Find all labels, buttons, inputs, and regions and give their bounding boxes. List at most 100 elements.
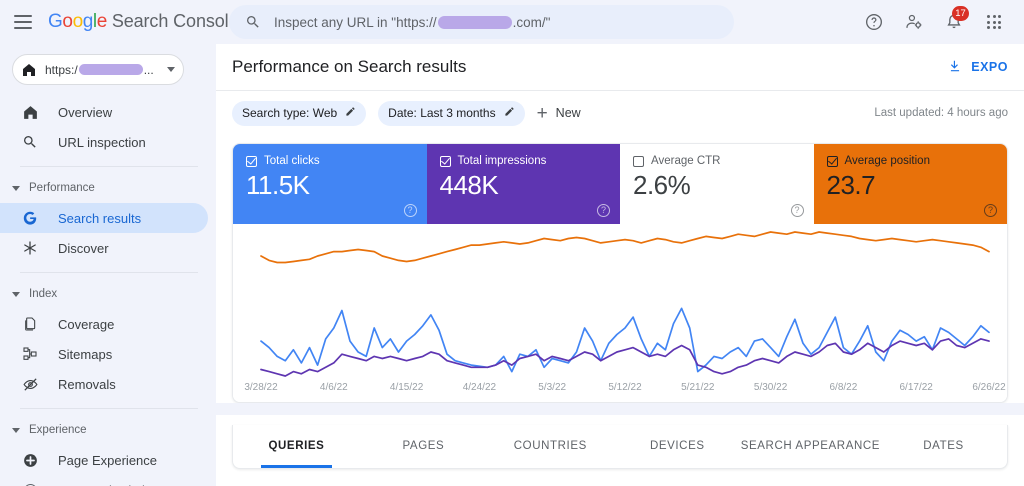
performance-chart[interactable]: 3/28/22 4/6/22 4/15/22 4/24/22 5/3/22 5/12/22… xyxy=(233,224,1007,402)
redaction-bar xyxy=(437,15,512,29)
page-header: Performance on Search results EXPO xyxy=(216,44,1024,90)
help-icon[interactable]: ? xyxy=(597,204,610,217)
help-icon[interactable]: ? xyxy=(984,204,997,217)
sidebar-item-discover[interactable]: Discover xyxy=(0,233,208,263)
export-button[interactable]: EXPO xyxy=(948,59,1008,76)
page-title: Performance on Search results xyxy=(232,57,467,76)
divider xyxy=(20,272,198,273)
home-icon xyxy=(19,60,39,80)
sidebar-item-label: Search results xyxy=(58,210,142,226)
performance-panel: Total clicks 11.5K ? Total impressions 4… xyxy=(232,143,1008,403)
new-filter-button[interactable]: + New xyxy=(537,104,581,123)
tab-dates[interactable]: DATES xyxy=(923,440,964,452)
chart-x-tick: 4/15/22 xyxy=(389,382,424,393)
property-url-suffix: ... xyxy=(143,62,154,77)
metric-card-average-position[interactable]: Average position 23.7 ? xyxy=(813,144,1007,224)
help-icon[interactable]: ? xyxy=(790,204,804,217)
tab-devices[interactable]: DEVICES xyxy=(649,440,705,452)
chart-x-tick: 5/30/22 xyxy=(753,382,788,393)
sidebar-group-label: Index xyxy=(29,288,58,300)
apps-grid-icon[interactable] xyxy=(974,2,1014,42)
property-url-prefix: https:/ xyxy=(45,62,78,77)
tab-queries[interactable]: QUERIES xyxy=(233,425,360,468)
sidebar-group-experience[interactable]: Experience xyxy=(0,418,216,442)
filter-chip-label: Search type: Web xyxy=(242,106,338,120)
sidebar-item-coverage[interactable]: Coverage xyxy=(0,309,208,339)
tab-countries[interactable]: COUNTRIES xyxy=(513,440,587,452)
search-placeholder: Inspect any URL in "https:// .com/" xyxy=(274,15,550,30)
sidebar-item-label: Overview xyxy=(58,104,113,120)
sidebar-item-overview[interactable]: Overview xyxy=(0,97,208,127)
sidebar-group-label: Performance xyxy=(29,182,95,194)
property-selector[interactable]: https:/... xyxy=(12,54,184,85)
filter-chip-search-type[interactable]: Search type: Web xyxy=(232,100,367,126)
metric-card-value: 11.5K xyxy=(246,170,310,200)
sidebar-item-label: Coverage xyxy=(58,316,115,332)
metric-cards: Total clicks 11.5K ? Total impressions 4… xyxy=(233,144,1007,224)
new-filter-label: New xyxy=(555,106,581,120)
sidebar-item-page-experience[interactable]: Page Experience xyxy=(0,445,208,475)
metric-card-average-ctr[interactable]: Average CTR 2.6% ? xyxy=(620,144,814,224)
sidebar-group-performance[interactable]: Performance xyxy=(0,176,216,200)
checkbox-unchecked-icon[interactable] xyxy=(633,155,644,167)
account-settings-icon[interactable] xyxy=(894,2,934,42)
sidebar-item-sitemaps[interactable]: Sitemaps xyxy=(0,339,208,369)
filter-chip-date[interactable]: Date: Last 3 months xyxy=(378,100,525,126)
chart-x-tick: 5/3/22 xyxy=(538,382,567,393)
sidebar-group-index[interactable]: Index xyxy=(0,282,216,306)
sidebar-item-label: Discover xyxy=(58,240,109,256)
sidebar-item-removals[interactable]: Removals xyxy=(0,369,208,399)
checkbox-checked-icon[interactable] xyxy=(439,155,451,167)
chevron-down-icon xyxy=(167,67,175,72)
chart-x-tick: 6/17/22 xyxy=(899,382,933,393)
chart-line-total-clicks xyxy=(260,307,990,373)
dimension-tabs: QUERIES PAGES COUNTRIES DEVICES SEARCH APPEA… xyxy=(233,425,1007,468)
tab-search-appearance[interactable]: SEARCH APPEARANCE xyxy=(740,440,881,452)
divider xyxy=(20,408,198,409)
divider xyxy=(20,166,198,167)
metric-card-total-clicks[interactable]: Total clicks 11.5K ? xyxy=(233,144,427,224)
search-icon xyxy=(245,14,261,30)
sidebar-item-core-web-vitals[interactable]: Core Web Vitals xyxy=(0,475,208,486)
checkbox-checked-icon[interactable] xyxy=(246,155,257,167)
sidebar-item-label: Core Web Vitals xyxy=(58,483,151,486)
help-icon[interactable]: ? xyxy=(403,204,417,217)
hamburger-icon[interactable] xyxy=(14,15,32,29)
metric-card-value: 23.7 xyxy=(826,170,876,200)
sidebar-item-url-inspection[interactable]: URL inspection xyxy=(0,127,208,157)
filter-chip-label: Date: Last 3 months xyxy=(388,106,496,120)
chart-canvas xyxy=(260,231,990,377)
sitemap-icon xyxy=(20,346,40,362)
discover-asterisk-icon xyxy=(20,240,40,256)
url-inspection-search[interactable]: Inspect any URL in "https:// .com/" xyxy=(229,5,734,39)
metric-card-total-impressions[interactable]: Total impressions 448K ? xyxy=(426,144,620,224)
metric-card-label: Total clicks xyxy=(264,155,320,167)
metric-card-value: 448K xyxy=(439,170,499,200)
brand-logo: Google Search Console xyxy=(48,11,239,32)
help-icon[interactable] xyxy=(854,2,894,42)
tab-pages[interactable]: PAGES xyxy=(402,440,445,452)
page-experience-icon xyxy=(20,452,40,469)
download-icon xyxy=(948,59,962,76)
chart-x-tick: 4/24/22 xyxy=(462,382,497,393)
checkbox-checked-icon[interactable] xyxy=(826,155,838,167)
chart-x-tick: 6/26/22 xyxy=(972,382,1006,393)
home-icon xyxy=(20,104,40,121)
search-placeholder-prefix: Inspect any URL in "https:// xyxy=(274,14,437,30)
sidebar-item-search-results[interactable]: Search results xyxy=(0,203,208,233)
metric-card-header: Average position xyxy=(826,155,995,167)
chart-line-average-position xyxy=(260,231,990,264)
metric-card-header: Average CTR xyxy=(633,155,801,167)
dimension-tabs-panel: QUERIES PAGES COUNTRIES DEVICES SEARCH APPEA… xyxy=(232,425,1008,469)
eye-off-icon xyxy=(20,376,40,393)
pencil-icon xyxy=(345,106,356,120)
search-placeholder-suffix: .com/" xyxy=(512,14,551,30)
chevron-down-icon xyxy=(12,185,20,191)
metric-card-label: Average CTR xyxy=(651,155,721,167)
bell-icon[interactable]: 17 xyxy=(934,2,974,42)
metric-card-label: Total impressions xyxy=(457,155,547,167)
sidebar-item-label: URL inspection xyxy=(58,134,146,150)
top-bar-icons: 17 xyxy=(854,0,1014,44)
chart-x-tick: 6/8/22 xyxy=(829,382,858,393)
